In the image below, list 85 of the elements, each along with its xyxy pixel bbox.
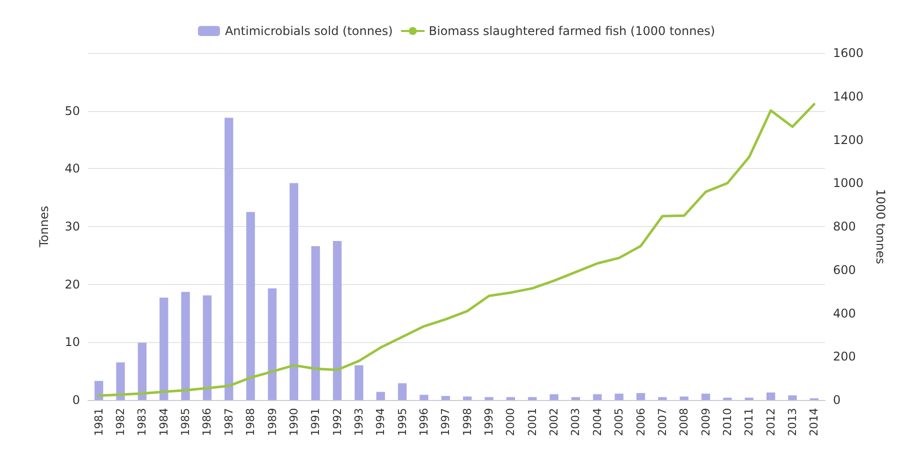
x-tick-label: 2007 xyxy=(656,408,669,436)
bar xyxy=(788,395,797,400)
y2-tick-label: 0 xyxy=(833,393,841,407)
y2-tick-label: 800 xyxy=(833,220,856,234)
x-tick-label: 2013 xyxy=(786,408,799,436)
y2-tick-label: 200 xyxy=(833,350,856,364)
bar xyxy=(528,397,537,400)
bar xyxy=(398,383,407,400)
y-tick-label: 30 xyxy=(64,220,80,234)
legend-label: Antimicrobials sold (tonnes) xyxy=(224,24,393,38)
bar xyxy=(116,362,125,400)
x-tick-label: 1981 xyxy=(92,408,106,436)
x-tick-label: 1986 xyxy=(200,408,214,436)
x-tick-label: 1998 xyxy=(460,408,474,436)
bar xyxy=(354,365,364,400)
x-tick-label: 1989 xyxy=(266,408,279,436)
x-tick-label: 2004 xyxy=(590,408,604,436)
y-axis-title: Tonnes xyxy=(37,206,51,248)
x-tick-label: 1991 xyxy=(309,408,322,436)
x-tick-label: 1995 xyxy=(396,408,409,436)
y-tick-label: 10 xyxy=(64,335,80,350)
x-tick-label: 1982 xyxy=(114,408,128,436)
bar xyxy=(636,393,646,400)
bar xyxy=(701,394,710,400)
y-tick-label: 50 xyxy=(64,104,80,118)
y2-tick-label: 1000 xyxy=(833,176,864,190)
x-tick-label: 2009 xyxy=(699,408,712,436)
x-tick-label: 2006 xyxy=(634,408,648,436)
y-tick-label: 20 xyxy=(64,277,80,292)
bar xyxy=(246,212,255,400)
bar xyxy=(311,246,320,400)
bar xyxy=(376,392,385,400)
bar xyxy=(160,298,168,400)
x-tick-label: 1997 xyxy=(439,408,452,436)
y-tick-label: 0 xyxy=(72,393,80,407)
bar xyxy=(614,394,624,400)
x-tick-label: 1990 xyxy=(287,408,300,436)
bar xyxy=(94,380,104,400)
bar xyxy=(766,392,776,400)
bar xyxy=(680,396,688,400)
x-tick-label: 1996 xyxy=(417,408,430,436)
line-series xyxy=(98,102,816,397)
y2-axis-title: 1000 tonnes xyxy=(873,188,888,264)
bar xyxy=(506,397,516,400)
bar xyxy=(138,342,147,400)
x-tick-label: 1987 xyxy=(222,408,236,436)
x-tick-label: 2001 xyxy=(526,408,539,436)
bar xyxy=(420,394,428,400)
bar xyxy=(571,397,580,400)
x-tick-label: 1993 xyxy=(352,408,366,436)
y2-tick-label: 1600 xyxy=(833,46,864,60)
bar xyxy=(290,183,298,400)
y2-tick-label: 600 xyxy=(833,262,856,277)
x-tick-label: 1983 xyxy=(136,408,149,436)
x-tick-label: 1988 xyxy=(244,408,258,436)
bar xyxy=(224,118,234,400)
y2-tick-label: 1200 xyxy=(833,132,864,147)
bar xyxy=(550,394,558,400)
bar xyxy=(441,396,450,400)
x-tick-label: 2002 xyxy=(548,408,561,436)
x-tick-label: 1994 xyxy=(374,408,388,436)
x-tick-label: 2014 xyxy=(808,408,821,436)
x-tick-label: 1984 xyxy=(157,408,170,436)
x-tick-label: 2012 xyxy=(764,408,778,436)
y2-tick-label: 1400 xyxy=(833,89,864,104)
bar xyxy=(181,292,190,400)
x-tick-label: 2010 xyxy=(720,408,734,436)
x-tick-label: 1992 xyxy=(330,408,344,436)
legend-label: Biomass slaughtered farmed fish (1000 tonnes) xyxy=(428,24,716,38)
bar xyxy=(268,288,277,400)
x-tick-label: 2000 xyxy=(504,408,518,436)
x-tick-label: 2008 xyxy=(678,408,691,436)
y2-tick-label: 400 xyxy=(833,306,856,320)
bar xyxy=(202,295,212,400)
bar xyxy=(332,240,342,400)
y-tick-label: 40 xyxy=(64,162,80,176)
bar xyxy=(658,397,667,400)
x-tick-label: 1985 xyxy=(179,408,192,436)
x-tick-label: 2005 xyxy=(612,408,626,436)
x-tick-label: 2003 xyxy=(569,408,582,436)
x-tick-label: 1999 xyxy=(482,408,496,436)
bar xyxy=(484,397,494,400)
x-tick-label: 2011 xyxy=(742,408,756,436)
bar xyxy=(463,396,472,400)
bar xyxy=(593,394,602,400)
